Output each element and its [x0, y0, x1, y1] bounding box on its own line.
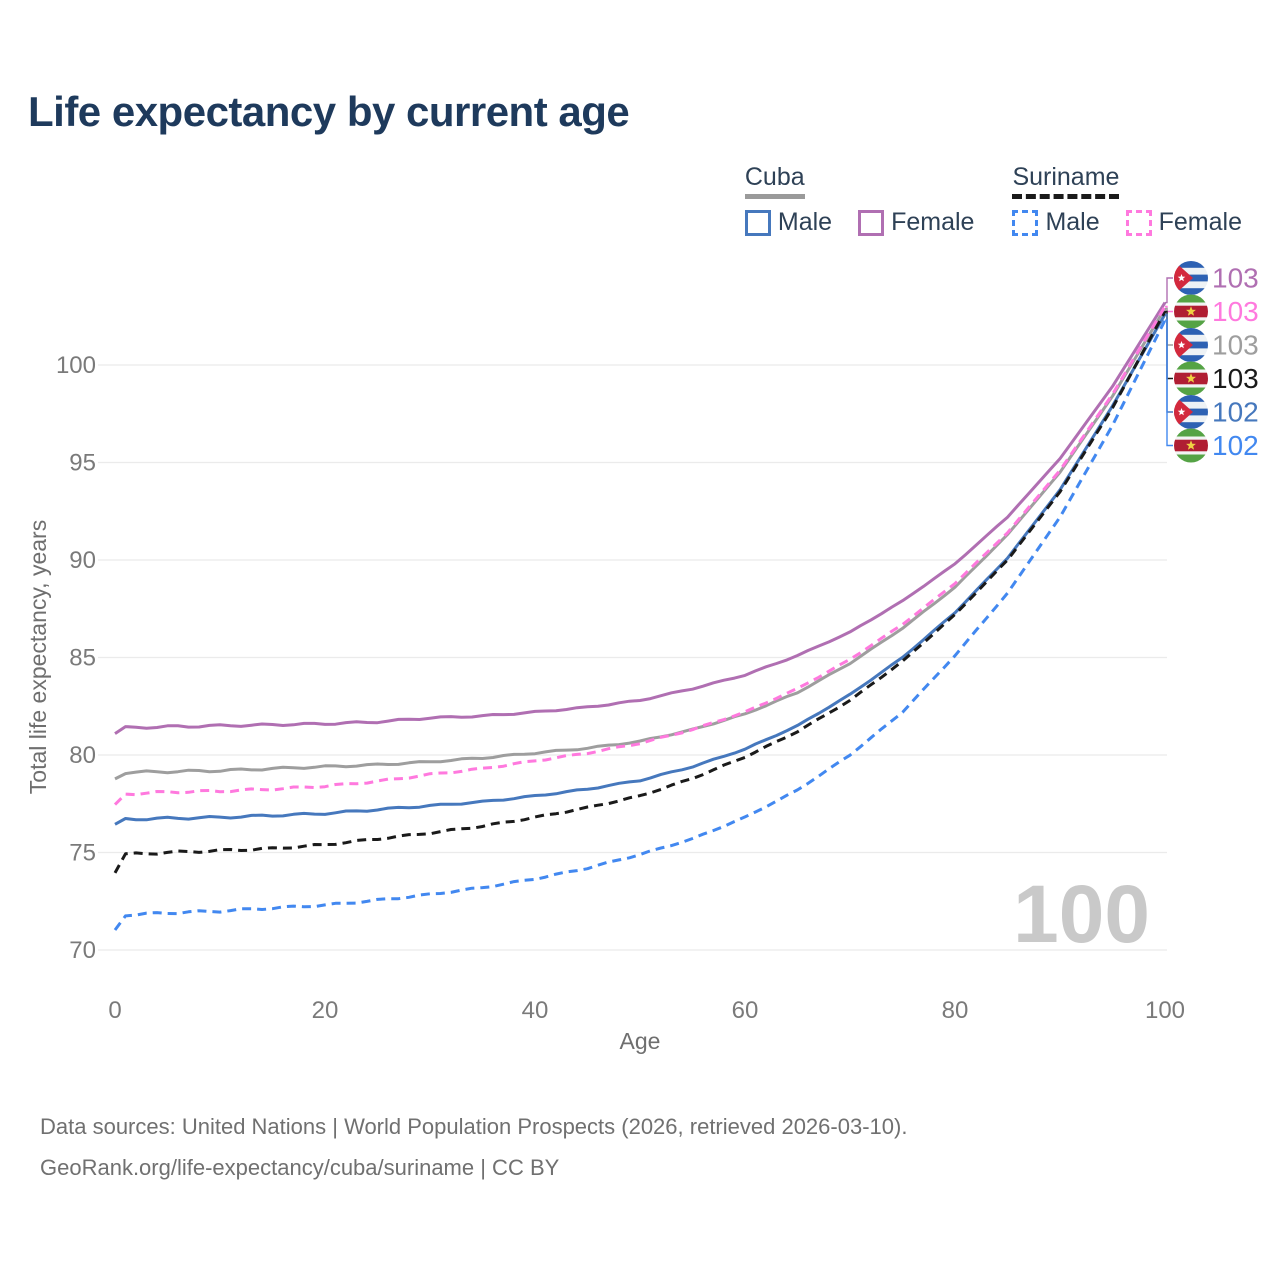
y-tick-label-95: 95: [69, 450, 96, 477]
legend-item-cuba-male[interactable]: Male: [744, 208, 833, 237]
legend-group-cuba: Cuba Male Female: [744, 163, 974, 237]
flag-suriname-icon: [1174, 429, 1208, 463]
y-tick-label-90: 90: [69, 547, 96, 574]
y-tick-label-80: 80: [69, 742, 96, 769]
suriname-male-swatch-icon: [1012, 209, 1039, 236]
suriname-female-swatch-icon: [1125, 209, 1152, 236]
legend-item-label: Male: [1045, 208, 1100, 236]
series-cuba-total-line[interactable]: [114, 307, 1167, 781]
series-suriname-male-line[interactable]: [113, 319, 1167, 931]
series-cuba-male-line[interactable]: [114, 313, 1167, 826]
y-tick-label-75: 75: [69, 840, 96, 867]
y-tick-label-70: 70: [69, 937, 96, 964]
suriname-line-style-sample: [1012, 194, 1120, 199]
legend-item-label: Female: [1158, 208, 1242, 236]
series-suriname-female-line[interactable]: [113, 305, 1167, 806]
x-axis-title: Age: [620, 1028, 661, 1054]
footer: Data sources: United Nations | World Pop…: [40, 1106, 907, 1188]
end-label-value-cuba-female: 103: [1212, 263, 1259, 294]
end-label-value-cuba-total: 103: [1212, 330, 1259, 361]
legend-item-cuba-female[interactable]: Female: [858, 208, 974, 237]
end-label-value-suriname-total: 103: [1212, 363, 1259, 394]
end-label-value-suriname-female: 103: [1212, 296, 1259, 327]
flag-cuba-icon: [1174, 395, 1208, 429]
x-tick-label-40: 40: [522, 997, 549, 1024]
footer-url-line: GeoRank.org/life-expectancy/cuba/surinam…: [40, 1155, 560, 1180]
cuba-male-swatch-icon: [744, 209, 771, 236]
legend-group-suriname: Suriname Male Female: [1012, 163, 1242, 237]
legend-item-label: Male: [777, 208, 833, 236]
flag-suriname-icon: [1174, 362, 1208, 396]
legend-group-cuba-title: Cuba: [744, 163, 805, 191]
end-label-leader-cuba-female: [1165, 277, 1173, 304]
x-tick-label-100: 100: [1145, 997, 1185, 1024]
x-tick-label-80: 80: [942, 997, 969, 1024]
legend: Cuba Male Female Suriname Male: [744, 163, 1242, 237]
flag-cuba-icon: [1174, 328, 1208, 362]
y-axis-title: Total life expectancy, years: [25, 520, 51, 794]
page-title: Life expectancy by current age: [28, 88, 630, 135]
end-label-leader-cuba-male: [1165, 313, 1173, 413]
footer-source-line: Data sources: United Nations | World Pop…: [40, 1114, 908, 1139]
x-tick-label-0: 0: [108, 997, 121, 1024]
cuba-female-swatch-icon: [858, 209, 885, 236]
flag-suriname-icon: [1174, 295, 1208, 329]
end-label-value-cuba-male: 102: [1212, 397, 1259, 428]
flag-cuba-icon: [1174, 261, 1208, 295]
legend-group-suriname-title: Suriname: [1012, 163, 1120, 191]
end-label-leader-suriname-male: [1165, 319, 1173, 447]
age-indicator-watermark: 100: [1013, 869, 1150, 960]
legend-group-suriname-header: Suriname: [1012, 163, 1120, 199]
series-cuba-female-line[interactable]: [114, 301, 1167, 735]
x-tick-label-60: 60: [732, 997, 759, 1024]
cuba-line-style-sample: [744, 194, 805, 199]
x-tick-label-20: 20: [312, 997, 339, 1024]
legend-group-cuba-header: Cuba: [744, 163, 805, 199]
legend-item-label: Female: [891, 208, 975, 236]
series-suriname-total-line[interactable]: [113, 310, 1167, 874]
legend-item-suriname-female[interactable]: Female: [1125, 208, 1242, 237]
y-tick-label-85: 85: [69, 645, 96, 672]
legend-item-suriname-male[interactable]: Male: [1012, 208, 1100, 237]
end-label-value-suriname-male: 102: [1212, 430, 1259, 461]
y-tick-label-100: 100: [56, 352, 96, 379]
